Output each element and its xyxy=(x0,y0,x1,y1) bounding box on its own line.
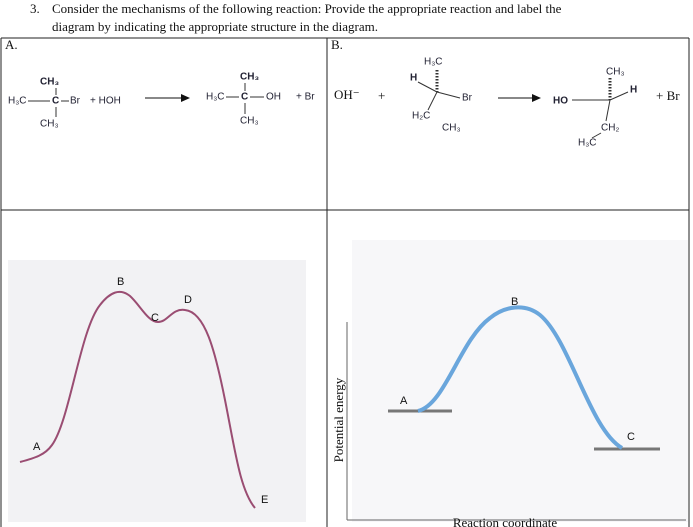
atom: H₃C xyxy=(8,96,27,107)
byproduct: + Br xyxy=(656,88,680,103)
atom: HO xyxy=(553,96,568,107)
atom: H₃C xyxy=(206,92,225,103)
label: A xyxy=(33,441,41,453)
table xyxy=(0,37,690,527)
reagent: + HOH xyxy=(90,96,121,107)
atom: H₂C xyxy=(412,111,430,122)
atom: CH₂ xyxy=(601,123,619,134)
bonds xyxy=(572,78,629,139)
arrow xyxy=(498,94,541,102)
label: C xyxy=(627,431,635,443)
atom: H xyxy=(410,73,417,84)
question-line: diagram by indicating the appropriate st… xyxy=(52,19,378,34)
atom: CH₃ xyxy=(40,77,59,88)
bonds xyxy=(417,70,461,111)
atom: H xyxy=(630,85,637,96)
arrow xyxy=(145,94,190,102)
nucleophile: OH⁻ xyxy=(334,87,360,102)
x-axis-label: Reaction coordinate xyxy=(453,515,558,527)
atom: CH₃ xyxy=(442,123,461,134)
atom: CH₃ xyxy=(240,72,259,83)
atom: CH₃ xyxy=(606,67,625,78)
label: E xyxy=(261,494,268,506)
reaction-a: CH₃ H₃C C Br CH₃ + HOH CH₃ H₃C C OH CH₃ … xyxy=(8,72,315,130)
part-label: A. xyxy=(5,37,18,52)
label: A xyxy=(400,395,408,407)
diagram-b: Potential energy Reaction coordinate A B… xyxy=(331,240,688,527)
part-label: B. xyxy=(331,37,343,52)
label: D xyxy=(184,294,192,306)
reaction-b: OH⁻ + H₃C H Br H₂C CH₃ CH₃ H HO CH₂ H₃C … xyxy=(334,57,680,149)
question-number: 3. xyxy=(30,1,40,16)
label: C xyxy=(151,312,159,324)
plus: + xyxy=(378,88,385,103)
diagram-a: A B C D E xyxy=(8,260,306,522)
atom: CH₃ xyxy=(40,119,59,130)
atom: OH xyxy=(266,92,281,103)
atom: CH₃ xyxy=(240,116,259,127)
atom: H₃C xyxy=(578,138,597,149)
label: B xyxy=(511,296,518,308)
atom: C xyxy=(241,92,248,103)
label: B xyxy=(117,276,124,288)
atom: Br xyxy=(70,96,81,107)
y-axis-label: Potential energy xyxy=(331,377,346,462)
bonds xyxy=(28,88,69,117)
atom: C xyxy=(52,96,59,107)
bonds xyxy=(226,83,264,114)
question-line: Consider the mechanisms of the following… xyxy=(52,1,562,16)
atom: Br xyxy=(462,93,473,104)
atom: H₃C xyxy=(424,57,443,68)
byproduct: + Br xyxy=(296,92,315,103)
